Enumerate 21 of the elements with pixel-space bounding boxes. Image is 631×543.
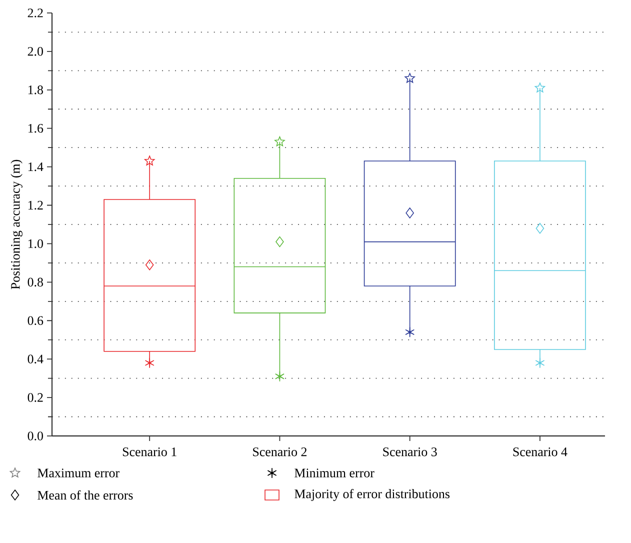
text: Minimum error bbox=[294, 468, 374, 478]
text: Majority of error distributions bbox=[294, 489, 450, 501]
y-tick-label: 2.2 bbox=[28, 8, 43, 18]
y-tick-label: 0.0 bbox=[28, 432, 43, 440]
y-tick-label: 1.6 bbox=[28, 124, 44, 133]
y-tick-label: 0.6 bbox=[28, 316, 44, 326]
text: Mean of the errors bbox=[38, 490, 133, 500]
y-tick-label: 1.8 bbox=[28, 86, 43, 94]
y-tick-label: 2.0 bbox=[28, 47, 43, 56]
y-tick-label: 1.0 bbox=[28, 239, 43, 248]
y-axis-title: Positioning accuracy (m) bbox=[10, 160, 22, 290]
y-tick-label: 1.2 bbox=[28, 200, 43, 210]
y-tick-label: 0.8 bbox=[28, 278, 43, 287]
y-tick-label: 1.4 bbox=[28, 162, 44, 172]
text: Maximum error bbox=[38, 468, 120, 478]
y-tick-label: 0.2 bbox=[28, 393, 43, 402]
x-tick-label: Scenario 3 bbox=[383, 448, 437, 456]
x-tick-label: Scenario 4 bbox=[513, 448, 568, 456]
x-tick-label: Scenario 1 bbox=[122, 448, 176, 456]
y-tick-label: 0.4 bbox=[28, 354, 44, 364]
x-tick-label: Scenario 2 bbox=[253, 448, 307, 456]
